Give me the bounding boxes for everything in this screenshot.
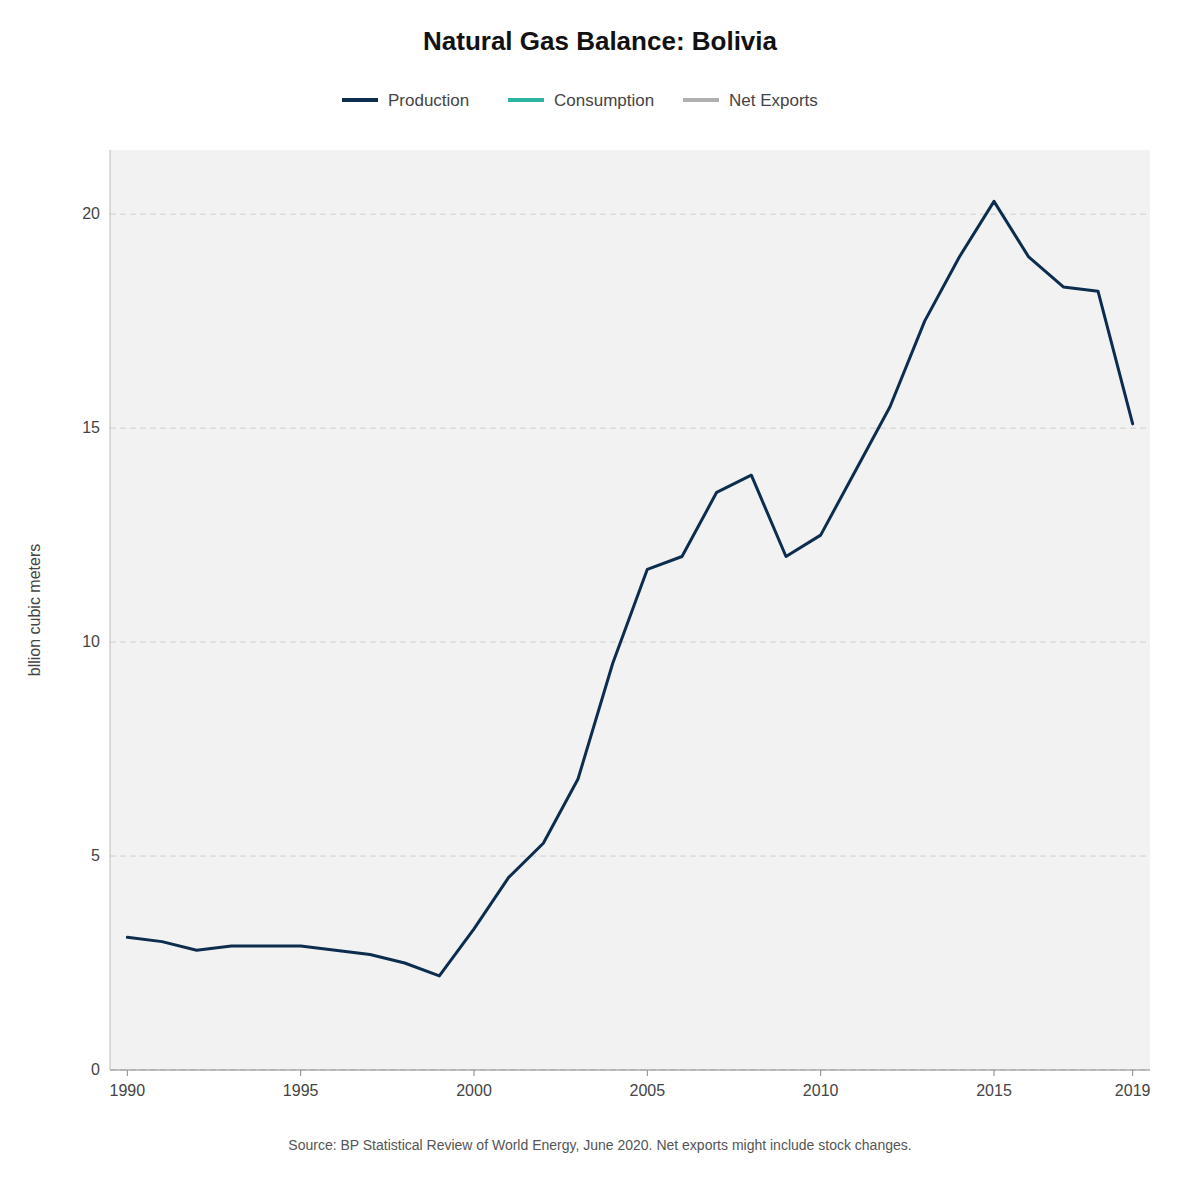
x-tick-label: 2015 [976, 1082, 1012, 1099]
legend-swatch [683, 98, 719, 102]
plot-area [110, 150, 1150, 1070]
source-note: Source: BP Statistical Review of World E… [288, 1137, 911, 1153]
legend: Production Consumption Net Exports [342, 91, 818, 110]
y-ticks: 0 5 10 15 20 [82, 205, 100, 1078]
x-tick [474, 1070, 475, 1076]
series-lines [127, 201, 1132, 976]
grid-line [110, 642, 1150, 643]
x-tick-label: 2000 [456, 1082, 492, 1099]
legend-label: Consumption [554, 91, 654, 110]
x-axis-line [110, 1069, 1150, 1070]
x-tick-label: 2019 [1115, 1082, 1151, 1099]
grid-line [110, 428, 1150, 429]
legend-swatch [342, 98, 378, 102]
legend-swatch [508, 98, 544, 102]
x-tick-label: 1990 [110, 1082, 146, 1099]
x-tick [994, 1070, 995, 1076]
x-tick-label: 2005 [630, 1082, 666, 1099]
y-tick-label: 20 [82, 205, 100, 222]
x-tick [647, 1070, 648, 1076]
x-tick [1132, 1070, 1133, 1076]
x-tick-label: 1995 [283, 1082, 319, 1099]
legend-label: Net Exports [729, 91, 818, 110]
line [127, 201, 1132, 976]
x-tick-label: 2010 [803, 1082, 839, 1099]
y-tick-label: 10 [82, 633, 100, 650]
grid-line [110, 856, 1150, 857]
y-axis-label: bllion cubic meters [26, 544, 43, 677]
grid [110, 214, 1150, 1070]
grid-line [110, 214, 1150, 215]
y-axis-line [110, 150, 111, 1070]
grid-line [110, 1070, 1150, 1071]
x-tick [127, 1070, 128, 1076]
legend-label: Production [388, 91, 469, 110]
y-tick-label: 0 [91, 1061, 100, 1078]
x-ticks: 1990 1995 2000 2005 2010 2015 2019 [110, 1070, 1151, 1099]
x-tick [300, 1070, 301, 1076]
title: Natural Gas Balance: Bolivia [423, 26, 778, 56]
chart: Natural Gas Balance: Bolivia 0 5 10 15 20 1990… [0, 0, 1200, 1200]
y-tick-label: 15 [82, 419, 100, 436]
y-tick-label: 5 [91, 847, 100, 864]
x-tick [820, 1070, 821, 1076]
